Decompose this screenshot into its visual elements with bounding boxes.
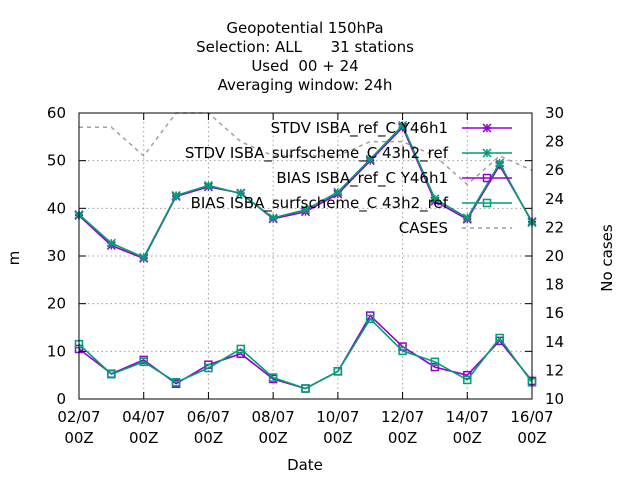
data-point bbox=[300, 205, 311, 215]
x-tick-label: 04/07 bbox=[122, 408, 165, 426]
series-4 bbox=[79, 112, 533, 186]
y2-tick-label: 22 bbox=[545, 218, 564, 236]
legend-marker bbox=[482, 198, 492, 208]
legend-label: STDV ISBA_surfscheme_C 43h2_ref bbox=[185, 144, 449, 163]
y-axis-label: m bbox=[5, 251, 23, 266]
x-axis-label: Date bbox=[287, 456, 323, 474]
series-line bbox=[78, 317, 533, 390]
data-point bbox=[236, 344, 246, 354]
x-tick-label: 00Z bbox=[517, 429, 546, 447]
data-point bbox=[204, 363, 213, 373]
data-point bbox=[203, 180, 213, 190]
y2-tick-label: 30 bbox=[545, 104, 564, 122]
y-tick-label: 20 bbox=[47, 295, 66, 313]
data-point bbox=[171, 190, 181, 200]
y-tick-label: 40 bbox=[47, 199, 66, 217]
data-point bbox=[430, 357, 440, 367]
x-tick-label: 10/07 bbox=[316, 408, 359, 426]
x-tick-label: 00Z bbox=[64, 429, 93, 447]
x-tick-label: 14/07 bbox=[446, 408, 489, 426]
y2-tick-label: 18 bbox=[545, 276, 564, 294]
plot-border bbox=[78, 112, 533, 400]
data-point bbox=[430, 362, 440, 372]
x-tick-label: 16/07 bbox=[510, 408, 553, 426]
data-point bbox=[139, 252, 149, 262]
data-point bbox=[495, 158, 505, 168]
y2-tick-label: 20 bbox=[545, 247, 564, 265]
data-point bbox=[495, 333, 504, 343]
legend-label: STDV ISBA_ref_C Y46h1 bbox=[271, 119, 448, 138]
data-point bbox=[236, 349, 246, 358]
x-tick-label: 00Z bbox=[129, 429, 158, 447]
data-point bbox=[301, 384, 310, 393]
chart-title: Geopotential 150hPa Selection: ALL 31 st… bbox=[196, 19, 414, 94]
y2-tick-label: 10 bbox=[545, 390, 564, 408]
title-line-2: Selection: ALL 31 stations bbox=[196, 38, 414, 56]
legend-label: CASES bbox=[399, 219, 448, 237]
data-point bbox=[106, 238, 116, 248]
y2-tick-label: 24 bbox=[545, 190, 564, 208]
x-tick-label: 00Z bbox=[194, 429, 223, 447]
legend-marker bbox=[482, 173, 492, 183]
y2-tick-label: 26 bbox=[545, 161, 564, 179]
y-tick-label: 0 bbox=[56, 390, 66, 408]
data-point bbox=[236, 189, 246, 199]
y-tick-label: 10 bbox=[47, 342, 66, 360]
data-point bbox=[365, 154, 375, 164]
y2-tick-label: 16 bbox=[545, 304, 564, 322]
x-tick-label: 00Z bbox=[323, 429, 352, 447]
title-line-3: Used 00 + 24 bbox=[251, 57, 358, 75]
series-3 bbox=[74, 314, 537, 393]
series-line bbox=[79, 112, 533, 186]
y-tick-label: 30 bbox=[47, 247, 66, 265]
legend: STDV ISBA_ref_C Y46h1 STDV ISBA_surfschem… bbox=[185, 119, 512, 237]
y2-tick-label: 12 bbox=[545, 361, 564, 379]
data-point bbox=[333, 367, 343, 376]
data-point bbox=[462, 213, 472, 223]
x-tick-label: 00Z bbox=[453, 429, 482, 447]
axes: 0 10 20 30 40 50 60 10 12 14 16 18 20 22 24 26 28 30 02/07… bbox=[47, 104, 564, 447]
y-tick-label: 50 bbox=[47, 152, 66, 170]
legend-marker bbox=[482, 123, 492, 133]
x-tick-label: 08/07 bbox=[252, 408, 295, 426]
y2-axis-label: No cases bbox=[598, 224, 616, 292]
y-tick-label: 60 bbox=[47, 104, 66, 122]
y2-tick-label: 14 bbox=[545, 333, 564, 351]
title-line-1: Geopotential 150hPa bbox=[226, 19, 383, 37]
x-tick-label: 00Z bbox=[388, 429, 417, 447]
data-point bbox=[268, 213, 278, 223]
legend-label: BIAS ISBA_ref_C Y46h1 bbox=[276, 169, 448, 188]
y2-tick-label: 28 bbox=[545, 133, 564, 151]
data-point bbox=[398, 120, 408, 130]
data-point bbox=[107, 369, 116, 379]
data-point bbox=[268, 373, 278, 382]
data-point bbox=[333, 187, 343, 197]
data-point bbox=[365, 314, 375, 324]
x-tick-label: 12/07 bbox=[381, 408, 424, 426]
legend-label: BIAS ISBA_surfscheme_C 43h2_ref bbox=[191, 194, 449, 213]
x-tick-label: 00Z bbox=[258, 429, 287, 447]
x-tick-label: 06/07 bbox=[187, 408, 230, 426]
data-point bbox=[463, 375, 472, 385]
data-point bbox=[398, 346, 407, 356]
x-tick-label: 02/07 bbox=[57, 408, 100, 426]
legend-marker bbox=[482, 148, 492, 158]
title-line-4: Averaging window: 24h bbox=[218, 76, 393, 94]
data-point bbox=[171, 378, 181, 387]
data-point bbox=[430, 194, 440, 204]
data-point bbox=[139, 357, 148, 367]
